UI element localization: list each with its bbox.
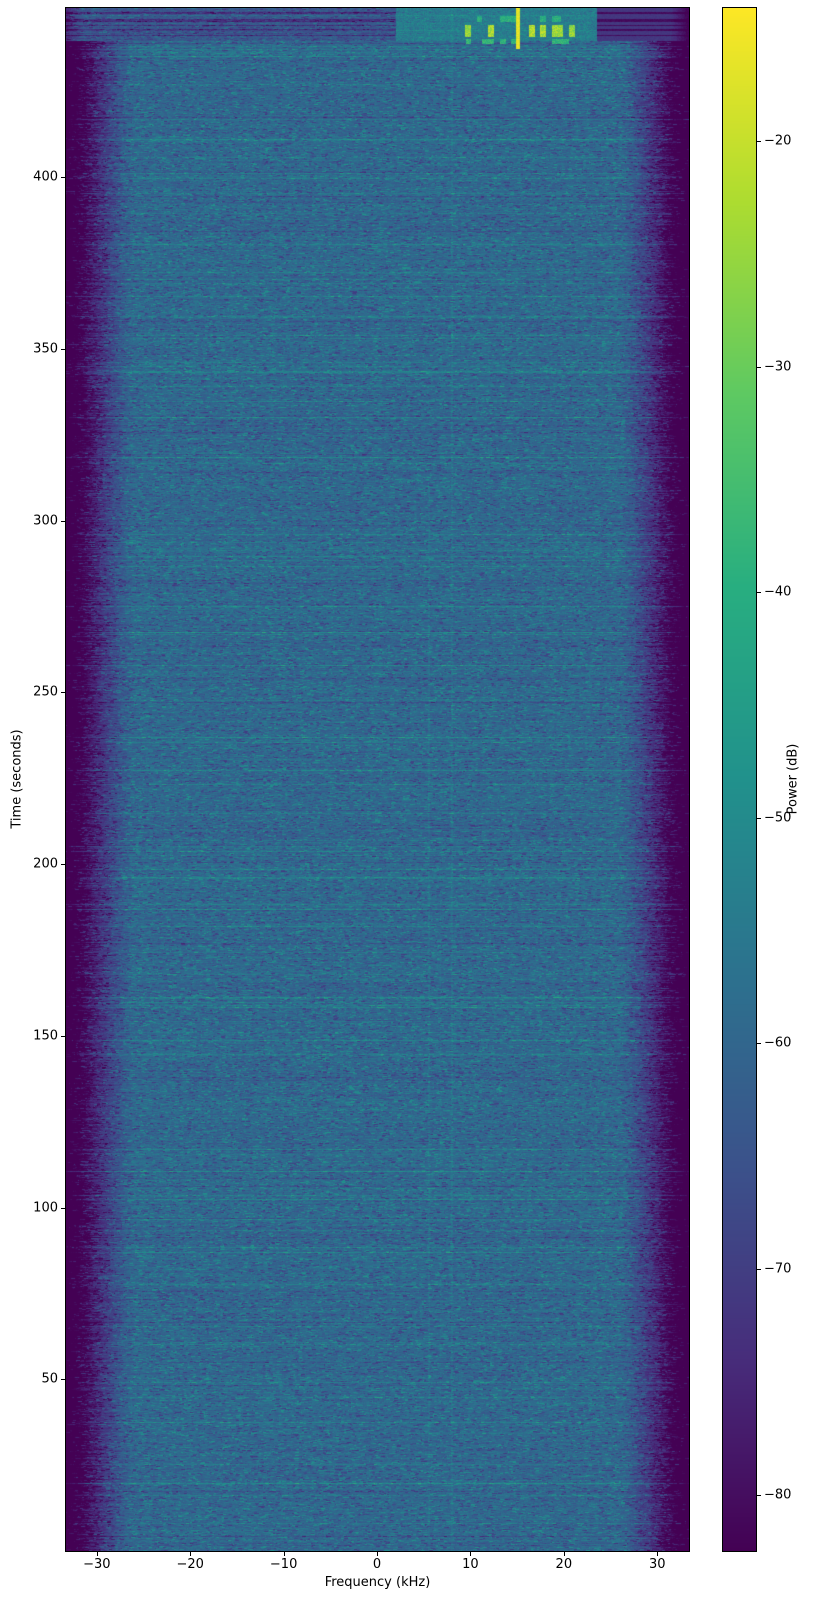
colorbar-tick-mark [757, 366, 761, 368]
colorbar-tick-label: −50 [764, 810, 792, 826]
colorbar-tick-label: −60 [764, 1035, 792, 1051]
x-tick-mark [190, 1552, 192, 1556]
x-tick-mark [657, 1552, 659, 1556]
x-tick-label: −20 [176, 1557, 204, 1572]
x-tick-label: −10 [269, 1557, 298, 1572]
x-tick-label: 30 [648, 1557, 666, 1572]
y-tick-label: 400 [33, 169, 58, 185]
colorbar-tick-mark [757, 141, 761, 143]
y-axis-label: Time (seconds) [9, 729, 25, 829]
x-tick-mark [283, 1552, 285, 1556]
y-tick-mark [61, 1379, 65, 1381]
colorbar-tick-mark [757, 1269, 761, 1271]
colorbar-tick-label: −20 [764, 133, 792, 149]
colorbar-tick-label: −30 [764, 359, 792, 375]
x-axis-label: Frequency (kHz) [324, 1575, 431, 1590]
x-tick-mark [96, 1552, 98, 1556]
colorbar-tick-mark [757, 817, 761, 819]
spectrogram-canvas [66, 8, 689, 1551]
y-tick-mark [61, 1035, 65, 1037]
y-tick-label: 50 [41, 1371, 58, 1387]
x-tick-label: 20 [555, 1557, 573, 1572]
x-tick-label: 10 [462, 1557, 479, 1572]
colorbar-tick-label: −70 [764, 1261, 792, 1277]
colorbar [722, 7, 757, 1552]
x-tick-mark [377, 1552, 379, 1556]
colorbar-tick-mark [757, 592, 761, 594]
y-tick-mark [61, 520, 65, 522]
colorbar-tick-label: −40 [764, 584, 792, 600]
y-tick-mark [61, 692, 65, 694]
x-tick-label: 0 [372, 1557, 382, 1572]
y-tick-label: 200 [33, 856, 58, 872]
y-tick-label: 100 [33, 1200, 58, 1216]
colorbar-tick-label: −80 [764, 1487, 792, 1503]
x-tick-mark [470, 1552, 472, 1556]
x-tick-mark [563, 1552, 565, 1556]
y-tick-label: 250 [33, 684, 58, 700]
colorbar-label: Power (dB) [785, 743, 801, 815]
colorbar-tick-mark [757, 1494, 761, 1496]
x-tick-label: −30 [83, 1557, 111, 1572]
y-tick-label: 350 [33, 341, 58, 357]
colorbar-canvas [723, 8, 756, 1551]
plot-area [65, 7, 690, 1552]
y-tick-label: 300 [33, 513, 58, 529]
y-tick-mark [61, 349, 65, 351]
colorbar-tick-mark [757, 1043, 761, 1045]
y-tick-mark [61, 1207, 65, 1209]
y-tick-mark [61, 177, 65, 179]
y-tick-label: 150 [33, 1028, 58, 1044]
y-tick-mark [61, 864, 65, 866]
